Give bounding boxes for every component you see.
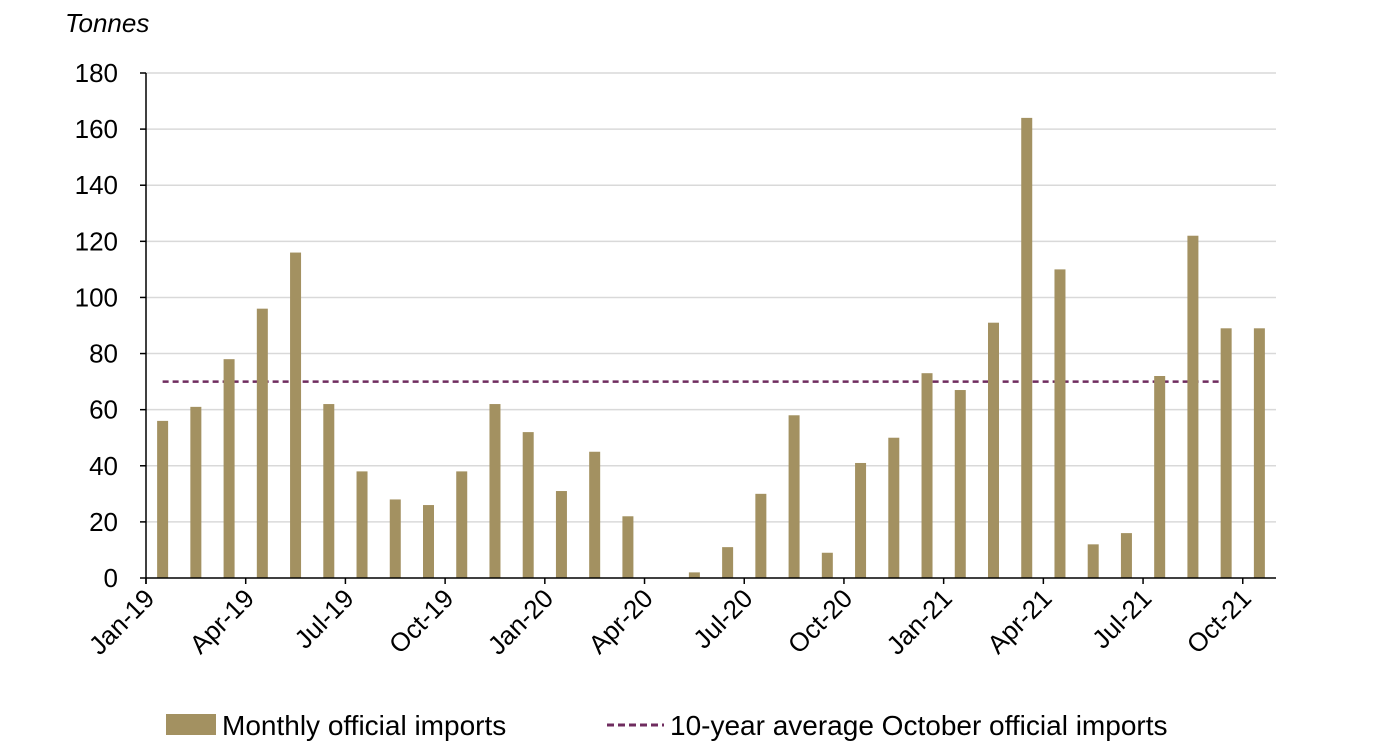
- bar-Feb-20: [589, 451, 601, 578]
- y-tick-label-140: 140: [75, 170, 118, 200]
- y-tick-label-60: 60: [89, 395, 118, 425]
- bar-Oct-19: [456, 471, 468, 578]
- legend-label-average: 10-year average October official imports: [670, 710, 1168, 741]
- bar-Aug-20: [788, 415, 800, 578]
- bar-Apr-21: [1054, 269, 1066, 578]
- bar-Nov-19: [489, 404, 501, 578]
- x-tick-label-Apr-19: Apr-19: [184, 583, 260, 659]
- y-tick-label-40: 40: [89, 451, 118, 481]
- bar-Jul-21: [1154, 376, 1166, 578]
- bar-Sep-21: [1220, 328, 1232, 578]
- x-tick-label-Jan-20: Jan-20: [482, 583, 559, 660]
- bar-Mar-19: [223, 359, 235, 578]
- y-tick-label-160: 160: [75, 114, 118, 144]
- bar-Aug-21: [1187, 235, 1199, 578]
- gridlines: [146, 72, 1276, 523]
- bar-Jun-20: [722, 547, 734, 578]
- bar-Nov-20: [888, 437, 900, 578]
- axes: [140, 72, 1276, 584]
- bar-Jun-19: [323, 404, 335, 578]
- bar-Dec-20: [921, 373, 933, 578]
- y-tick-label-20: 20: [89, 507, 118, 537]
- x-tick-label-Jul-20: Jul-20: [687, 583, 758, 654]
- bar-May-20: [688, 572, 700, 578]
- y-axis-unit-label: Tonnes: [65, 8, 149, 38]
- bar-Jan-19: [157, 420, 169, 578]
- bar-Mar-21: [1021, 117, 1033, 578]
- bar-Oct-21: [1253, 328, 1265, 578]
- bar-Jul-20: [755, 493, 767, 578]
- y-tick-label-80: 80: [89, 339, 118, 369]
- bar-Apr-19: [256, 308, 268, 578]
- legend-label-monthly-imports: Monthly official imports: [222, 710, 506, 741]
- bar-Mar-20: [622, 516, 634, 578]
- bar-Sep-20: [821, 552, 833, 578]
- x-tick-label-Oct-21: Oct-21: [1181, 583, 1257, 659]
- bars: [157, 117, 1265, 579]
- x-tick-labels: Jan-19 Apr-19 Jul-19 Oct-19 Jan-20 Apr-20 Jul-…: [83, 583, 1257, 660]
- x-tick-label-Jan-19: Jan-19: [83, 583, 160, 660]
- legend: Monthly official imports 10-year average…: [166, 710, 1168, 741]
- bar-May-21: [1087, 544, 1099, 578]
- x-tick-label-Oct-19: Oct-19: [383, 583, 459, 659]
- bar-Oct-20: [855, 462, 867, 578]
- bar-Feb-19: [190, 406, 202, 578]
- y-tick-labels: 0 20 40 60 80 100 120 140 160 180: [75, 58, 118, 593]
- bar-Jul-19: [356, 471, 368, 578]
- x-tick-label-Jul-21: Jul-21: [1086, 583, 1157, 654]
- bar-Jan-21: [954, 390, 966, 578]
- x-tick-label-Apr-20: Apr-20: [582, 583, 658, 659]
- x-tick-label-Jan-21: Jan-21: [880, 583, 957, 660]
- bar-May-19: [290, 252, 302, 579]
- y-tick-label-0: 0: [104, 563, 118, 593]
- y-tick-label-180: 180: [75, 58, 118, 88]
- y-tick-label-120: 120: [75, 226, 118, 256]
- legend-swatch-monthly-imports: [166, 714, 216, 735]
- bar-Aug-19: [389, 499, 401, 578]
- bar-Jun-21: [1120, 533, 1132, 578]
- bar-Jan-20: [555, 491, 567, 578]
- bar-Feb-21: [988, 322, 999, 578]
- x-tick-label-Apr-21: Apr-21: [981, 583, 1057, 659]
- x-tick-label-Jul-19: Jul-19: [288, 583, 359, 654]
- bar-Dec-19: [522, 432, 534, 578]
- x-tick-label-Oct-20: Oct-20: [782, 583, 858, 659]
- y-tick-label-100: 100: [75, 282, 118, 312]
- bar-Sep-19: [423, 505, 434, 578]
